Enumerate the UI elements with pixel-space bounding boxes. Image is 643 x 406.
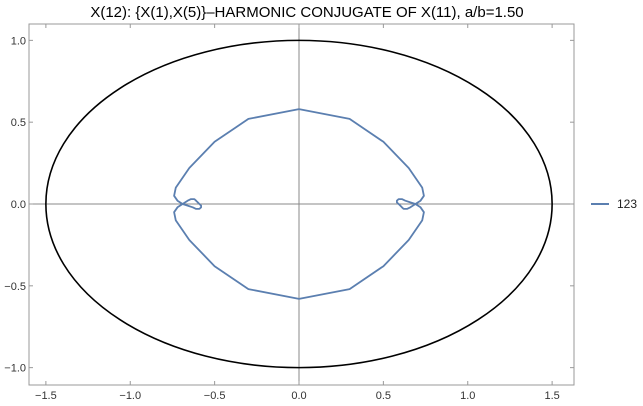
legend: 123 bbox=[591, 197, 637, 211]
x-tick-label: 1.5 bbox=[544, 390, 559, 402]
y-tick-label: −1.0 bbox=[4, 363, 26, 375]
zero-axes bbox=[29, 24, 574, 385]
x-tick-label: 1.0 bbox=[460, 390, 475, 402]
series-layer bbox=[173, 108, 425, 300]
axis-ticks: −1.5 −1.0 −0.5 0.0 0.5 1.0 1.5 1.0 0.5 0.0 −0.5 −1.… bbox=[4, 24, 574, 402]
legend-label: 123 bbox=[617, 197, 637, 211]
chart-title: X(12): {X(1),X(5)}–HARMONIC CONJUGATE OF… bbox=[90, 4, 523, 21]
x-tick-label: −0.5 bbox=[204, 390, 226, 402]
y-tick-label: 0.5 bbox=[11, 117, 26, 129]
ellipse-curve bbox=[45, 39, 553, 369]
y-tick-label: 1.0 bbox=[11, 35, 26, 47]
x-tick-label: 0.5 bbox=[376, 390, 391, 402]
x-tick-label: −1.5 bbox=[35, 390, 57, 402]
y-tick-label: −0.5 bbox=[4, 281, 26, 293]
x-tick-label: 0.0 bbox=[291, 390, 306, 402]
ellipse-layer bbox=[45, 39, 553, 369]
y-tick-label: 0.0 bbox=[11, 199, 26, 211]
x-tick-label: −1.0 bbox=[119, 390, 141, 402]
series-123-line bbox=[173, 108, 425, 300]
